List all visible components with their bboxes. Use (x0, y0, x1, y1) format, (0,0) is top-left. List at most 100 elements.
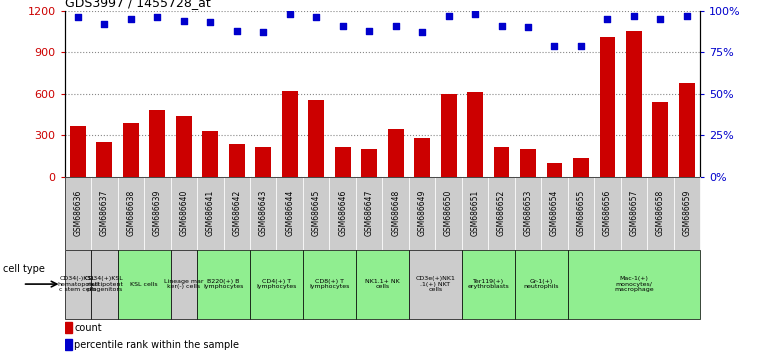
Text: GSM686643: GSM686643 (259, 190, 268, 236)
Text: GSM686653: GSM686653 (524, 190, 533, 236)
Text: GSM686644: GSM686644 (285, 190, 295, 236)
Point (681, 13, 693, 18)
Bar (673, 177, 700, 250)
Bar (70, 126, 86, 177)
Bar (303, 250, 356, 319)
Text: GSM686651: GSM686651 (470, 190, 479, 236)
Bar (568, 177, 594, 250)
Point (72, 15, 84, 20)
Text: KSL cells: KSL cells (130, 281, 158, 287)
Bar (250, 177, 276, 250)
Text: Ter119(+)
erythroblasts: Ter119(+) erythroblasts (467, 279, 509, 290)
Text: GSM686647: GSM686647 (365, 190, 374, 236)
Text: GSM686646: GSM686646 (338, 190, 347, 236)
Text: CD34(+)KSL
multipotent
progenitors: CD34(+)KSL multipotent progenitors (85, 276, 124, 292)
Text: CD34(-)KSL
hematopoieti
c stem cells: CD34(-)KSL hematopoieti c stem cells (57, 276, 99, 292)
Bar (65, 250, 91, 319)
Bar (514, 250, 568, 319)
Bar (276, 177, 303, 250)
Bar (600, 37, 616, 177)
Point (495, 23, 508, 28)
Text: cell type: cell type (3, 264, 45, 274)
Point (469, 11, 481, 17)
Bar (176, 116, 192, 177)
Point (575, 43, 587, 48)
Bar (202, 131, 218, 177)
Point (628, 13, 640, 18)
Bar (97, 142, 113, 177)
Point (416, 29, 428, 35)
Text: GSM686639: GSM686639 (153, 190, 162, 236)
Text: CD3e(+)NK1
.1(+) NKT
cells: CD3e(+)NK1 .1(+) NKT cells (416, 276, 455, 292)
Bar (568, 250, 700, 319)
Bar (197, 177, 224, 250)
Bar (356, 177, 382, 250)
Point (231, 28, 243, 33)
Text: GSM686658: GSM686658 (656, 190, 665, 236)
Bar (144, 177, 170, 250)
Bar (65, 339, 72, 350)
Bar (414, 138, 430, 177)
Bar (65, 322, 72, 333)
Bar (149, 110, 165, 177)
Point (390, 23, 402, 28)
Point (284, 11, 296, 17)
Bar (626, 32, 642, 177)
Text: GSM686650: GSM686650 (444, 190, 453, 236)
Bar (679, 83, 695, 177)
Bar (573, 158, 589, 177)
Point (336, 23, 349, 28)
Bar (594, 177, 621, 250)
Point (98, 21, 110, 27)
Text: NK1.1+ NK
cells: NK1.1+ NK cells (365, 279, 400, 290)
Bar (282, 91, 298, 177)
Bar (170, 177, 197, 250)
Bar (224, 177, 250, 250)
Bar (91, 177, 118, 250)
Bar (250, 250, 303, 319)
Bar (118, 177, 144, 250)
Text: B220(+) B
lymphocytes: B220(+) B lymphocytes (203, 279, 244, 290)
Text: percentile rank within the sample: percentile rank within the sample (75, 340, 239, 350)
Text: GSM686655: GSM686655 (577, 190, 585, 236)
Bar (356, 250, 409, 319)
Point (178, 18, 190, 23)
Bar (118, 250, 170, 319)
Text: GSM686654: GSM686654 (550, 190, 559, 236)
Bar (409, 250, 462, 319)
Bar (303, 177, 330, 250)
Point (125, 16, 137, 22)
Point (257, 29, 269, 35)
Bar (494, 147, 510, 177)
Text: GSM686659: GSM686659 (683, 190, 692, 236)
Point (601, 16, 613, 22)
Text: GDS3997 / 1455728_at: GDS3997 / 1455728_at (65, 0, 211, 10)
Text: GSM686636: GSM686636 (73, 190, 82, 236)
Text: GSM686638: GSM686638 (126, 190, 135, 236)
Text: GSM686645: GSM686645 (312, 190, 320, 236)
Bar (621, 177, 647, 250)
Bar (65, 177, 91, 250)
Bar (652, 102, 668, 177)
Text: count: count (75, 323, 102, 333)
Bar (489, 177, 514, 250)
Bar (229, 144, 245, 177)
Bar (409, 177, 435, 250)
Text: GSM686641: GSM686641 (205, 190, 215, 236)
Bar (335, 147, 351, 177)
Bar (462, 250, 514, 319)
Text: GSM686657: GSM686657 (629, 190, 638, 236)
Text: GSM686642: GSM686642 (232, 190, 241, 236)
Bar (308, 100, 324, 177)
Point (442, 13, 454, 18)
Text: Gr-1(+)
neutrophils: Gr-1(+) neutrophils (524, 279, 559, 290)
Text: GSM686649: GSM686649 (418, 190, 427, 236)
Text: CD4(+) T
lymphocytes: CD4(+) T lymphocytes (256, 279, 297, 290)
Text: GSM686652: GSM686652 (497, 190, 506, 236)
Bar (387, 129, 403, 177)
Bar (170, 250, 197, 319)
Bar (514, 177, 541, 250)
Point (549, 43, 561, 48)
Bar (197, 250, 250, 319)
Point (363, 28, 375, 33)
